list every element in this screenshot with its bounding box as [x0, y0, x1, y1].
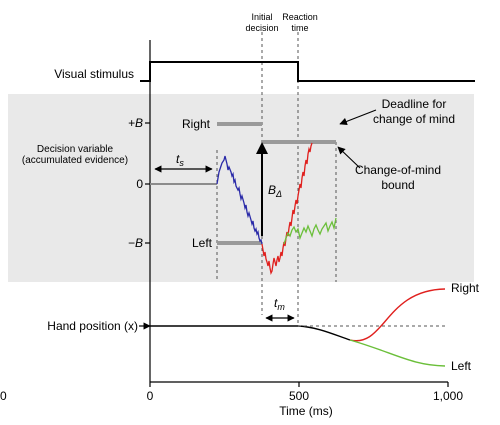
hand-trace-right — [349, 288, 446, 342]
t-s-label: ts — [176, 152, 184, 168]
time-axis-ticks: 0 500 1,000 — [147, 382, 463, 403]
deadline-label-2: change of mind — [373, 112, 455, 126]
hand-baseline-trace — [150, 325, 351, 341]
reaction-time-label-1: Reaction — [282, 12, 318, 22]
time-tick-label: 500 — [289, 389, 309, 403]
right-bound-bar — [217, 122, 262, 126]
decision-variable-label-2: (accumulated evidence) — [22, 155, 128, 166]
evidence-trace-red — [261, 142, 313, 275]
b-delta-label: BΔ — [268, 183, 282, 199]
decision-variable-label-1: Decision variable — [37, 144, 114, 155]
evidence-trace-blue — [216, 155, 263, 245]
minus-b-label: −B — [128, 236, 143, 250]
time-axis-title: Time (ms) — [279, 404, 333, 418]
deadline-pointer — [339, 109, 377, 126]
initial-decision-label-2: decision — [245, 23, 278, 33]
deadline-label-1: Deadline for — [382, 97, 447, 111]
hand-position-label: Hand position (x) — [47, 319, 138, 333]
com-bound-label-2: bound — [381, 178, 414, 192]
hand-right-label: Right — [451, 281, 480, 295]
change-of-mind-bound-bar — [262, 140, 336, 144]
initial-decision-label-1: Initial — [251, 12, 272, 22]
reaction-time-label-2: time — [291, 23, 308, 33]
time-tick-label: 1,000 — [433, 389, 463, 403]
com-bound-label-1: Change-of-mind — [355, 163, 441, 177]
visual-stimulus-trace — [140, 61, 475, 82]
time-tick-label: 0 — [147, 389, 154, 403]
hand-left-label: Left — [451, 359, 472, 373]
t-m-label: tm — [274, 296, 285, 312]
right-bound-label: Right — [182, 117, 211, 131]
left-edge-zero-label: 0 — [0, 389, 7, 403]
com-bound-pointer — [337, 146, 361, 169]
zero-label: 0 — [136, 177, 143, 191]
left-bound-bar — [217, 241, 262, 245]
left-bound-label: Left — [192, 236, 213, 250]
visual-stimulus-label: Visual stimulus — [54, 67, 134, 81]
hand-trace-left — [349, 339, 446, 367]
evidence-trace-green — [283, 217, 337, 245]
plus-b-label: +B — [128, 116, 143, 130]
